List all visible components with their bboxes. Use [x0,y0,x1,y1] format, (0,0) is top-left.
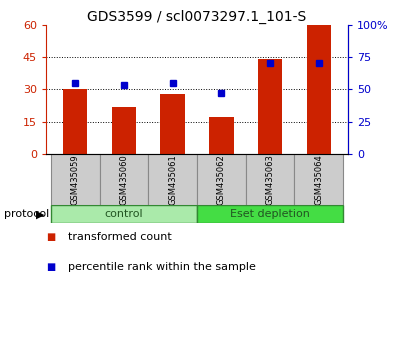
Bar [51,154,100,205]
Bar [294,154,343,205]
Bar [258,59,282,154]
Text: ■: ■ [46,232,55,242]
Text: GSM435060: GSM435060 [120,154,128,205]
Bar [197,205,343,223]
Bar [63,89,88,154]
Title: GDS3599 / scl0073297.1_101-S: GDS3599 / scl0073297.1_101-S [87,10,307,24]
Bar [209,117,234,154]
Text: ▶: ▶ [36,209,44,219]
Bar [246,154,294,205]
Text: percentile rank within the sample: percentile rank within the sample [68,262,256,272]
Bar [51,205,197,223]
Text: Eset depletion: Eset depletion [230,209,310,219]
Bar [306,25,331,154]
Text: transformed count: transformed count [68,232,172,242]
Text: GSM435062: GSM435062 [217,154,226,205]
Bar [160,93,185,154]
Bar [112,107,136,154]
Bar [197,154,246,205]
Text: GSM435059: GSM435059 [71,154,80,205]
Text: GSM435063: GSM435063 [266,154,274,205]
Text: control: control [105,209,143,219]
Text: ■: ■ [46,262,55,272]
Text: protocol: protocol [4,209,49,219]
Bar [100,154,148,205]
Text: GSM435061: GSM435061 [168,154,177,205]
Text: GSM435064: GSM435064 [314,154,323,205]
Bar [148,154,197,205]
